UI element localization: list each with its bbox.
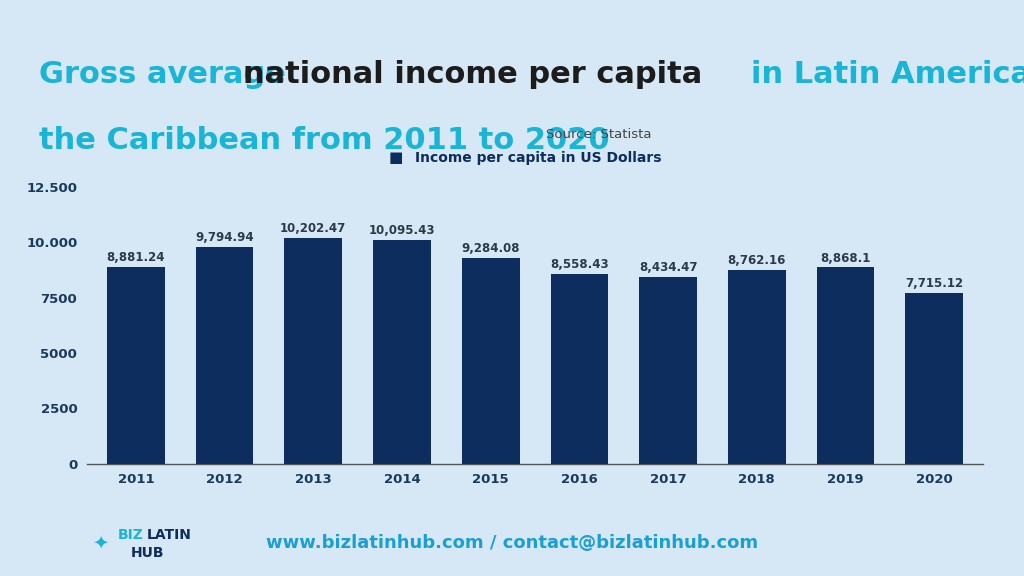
Bar [817, 267, 874, 464]
Text: Gross average: Gross average [39, 60, 296, 89]
Text: Source: Statista: Source: Statista [546, 128, 651, 142]
Text: ■: ■ [389, 150, 403, 165]
Text: 9,284.08: 9,284.08 [462, 242, 520, 255]
Bar [106, 267, 165, 464]
Bar [196, 247, 253, 464]
Text: HUB: HUB [131, 546, 165, 560]
Text: LATIN: LATIN [146, 528, 191, 541]
Text: 8,434.47: 8,434.47 [639, 261, 697, 274]
Text: national income per capita: national income per capita [243, 60, 713, 89]
Text: www.bizlatinhub.com / contact@bizlatinhub.com: www.bizlatinhub.com / contact@bizlatinhu… [266, 534, 758, 552]
Bar [639, 277, 697, 464]
Bar [551, 274, 608, 464]
Text: 9,794.94: 9,794.94 [196, 231, 254, 244]
Text: 10,202.47: 10,202.47 [281, 222, 346, 235]
Text: 7,715.12: 7,715.12 [905, 277, 964, 290]
Text: BIZ: BIZ [118, 528, 143, 541]
Bar [905, 293, 964, 464]
Text: Income per capita in US Dollars: Income per capita in US Dollars [415, 151, 662, 165]
Bar [285, 238, 342, 464]
Text: 8,762.16: 8,762.16 [728, 254, 786, 267]
Text: ✦: ✦ [92, 534, 109, 552]
Text: 10,095.43: 10,095.43 [369, 225, 435, 237]
Text: in Latin America and: in Latin America and [751, 60, 1024, 89]
Text: 8,558.43: 8,558.43 [550, 259, 608, 271]
Text: 8,868.1: 8,868.1 [820, 252, 870, 264]
Bar [462, 258, 519, 464]
Text: the Caribbean from 2011 to 2020: the Caribbean from 2011 to 2020 [39, 126, 609, 154]
Bar [373, 240, 431, 464]
Text: 8,881.24: 8,881.24 [106, 251, 165, 264]
Bar [728, 270, 785, 464]
